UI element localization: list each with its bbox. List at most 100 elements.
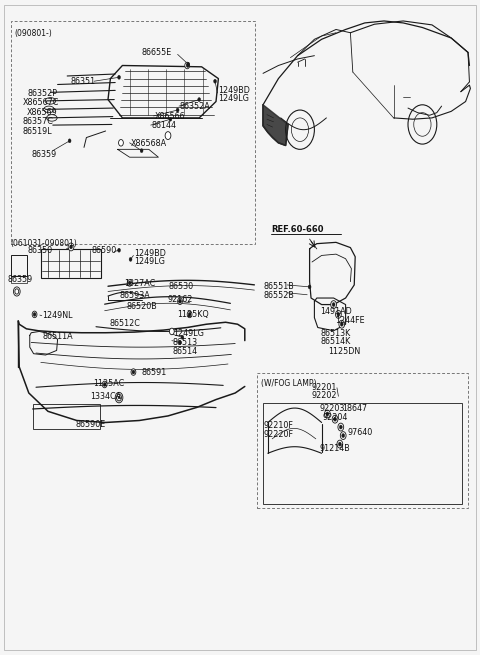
Text: REF.60-660: REF.60-660 — [271, 225, 324, 234]
Circle shape — [214, 79, 216, 83]
Text: 1249LG: 1249LG — [218, 94, 249, 103]
Text: 1249BD: 1249BD — [134, 249, 166, 258]
Text: 86352A: 86352A — [180, 102, 211, 111]
Circle shape — [337, 440, 343, 448]
Text: 86655E: 86655E — [142, 48, 172, 57]
Circle shape — [340, 432, 346, 440]
Text: 86352P: 86352P — [28, 88, 58, 98]
Text: 91214B: 91214B — [319, 444, 350, 453]
Text: 1249LG: 1249LG — [173, 329, 204, 338]
Text: 92202: 92202 — [311, 391, 336, 400]
Text: 1249BD: 1249BD — [218, 86, 250, 95]
Text: 92210F: 92210F — [263, 421, 293, 430]
Text: 1125KQ: 1125KQ — [178, 310, 209, 319]
Text: 92162: 92162 — [167, 295, 192, 305]
Text: 86359: 86359 — [31, 150, 57, 159]
Circle shape — [117, 394, 121, 401]
Circle shape — [332, 415, 338, 423]
Circle shape — [332, 303, 335, 307]
Text: 86513K: 86513K — [321, 329, 351, 338]
Circle shape — [339, 320, 345, 328]
Circle shape — [179, 341, 181, 345]
Circle shape — [342, 434, 345, 438]
Text: 92203: 92203 — [319, 404, 345, 413]
Circle shape — [118, 248, 120, 252]
Circle shape — [129, 257, 132, 261]
Circle shape — [324, 410, 330, 418]
Circle shape — [68, 243, 74, 251]
Polygon shape — [263, 105, 288, 145]
Text: 86359: 86359 — [7, 275, 33, 284]
Text: 92220F: 92220F — [263, 430, 293, 439]
Text: 86590E: 86590E — [76, 420, 106, 429]
Text: X86569: X86569 — [26, 107, 57, 117]
Text: 86530: 86530 — [169, 282, 194, 291]
Text: 86357C: 86357C — [23, 117, 53, 126]
Circle shape — [128, 281, 131, 285]
Text: X86566: X86566 — [155, 112, 185, 121]
Text: 1244FE: 1244FE — [335, 316, 365, 325]
Circle shape — [181, 335, 184, 339]
Circle shape — [334, 417, 336, 421]
Circle shape — [336, 310, 341, 318]
Circle shape — [198, 98, 201, 102]
Text: 86519L: 86519L — [23, 126, 52, 136]
Text: 86514: 86514 — [173, 346, 198, 356]
Circle shape — [178, 298, 182, 305]
Circle shape — [338, 442, 341, 446]
Circle shape — [33, 312, 36, 316]
Circle shape — [169, 117, 172, 121]
Text: 86513: 86513 — [173, 338, 198, 347]
Circle shape — [118, 75, 120, 79]
Circle shape — [176, 108, 179, 112]
Text: X86568A: X86568A — [131, 139, 167, 148]
Text: 86512C: 86512C — [109, 319, 140, 328]
Text: (090801-): (090801-) — [14, 29, 52, 38]
Circle shape — [13, 287, 20, 296]
Circle shape — [102, 381, 107, 388]
Circle shape — [32, 311, 37, 318]
Text: X86567C: X86567C — [23, 98, 59, 107]
Circle shape — [187, 62, 190, 66]
Text: 1327AC: 1327AC — [124, 279, 155, 288]
Text: 1125AC: 1125AC — [93, 379, 124, 388]
Text: 86552B: 86552B — [263, 291, 294, 300]
Circle shape — [169, 328, 174, 335]
Text: 86144: 86144 — [152, 121, 177, 130]
Circle shape — [186, 64, 189, 67]
Text: 97640: 97640 — [347, 428, 372, 437]
Circle shape — [103, 383, 106, 386]
Circle shape — [338, 423, 344, 431]
Text: 1249LG: 1249LG — [134, 257, 165, 267]
Circle shape — [140, 149, 143, 153]
Circle shape — [185, 62, 190, 69]
Circle shape — [165, 132, 171, 140]
Circle shape — [118, 396, 120, 399]
Text: 86511A: 86511A — [42, 331, 73, 341]
Text: (W/FOG LAMP): (W/FOG LAMP) — [261, 379, 316, 388]
Circle shape — [132, 370, 135, 374]
Circle shape — [119, 140, 123, 146]
Circle shape — [131, 369, 136, 375]
Circle shape — [68, 139, 71, 143]
Text: 92204: 92204 — [323, 413, 348, 422]
Circle shape — [187, 311, 192, 318]
Text: 86351: 86351 — [71, 77, 96, 86]
Circle shape — [15, 289, 19, 294]
Circle shape — [115, 392, 123, 403]
Text: 18647: 18647 — [342, 404, 367, 413]
Circle shape — [340, 322, 343, 326]
Circle shape — [331, 301, 336, 309]
Text: 86593A: 86593A — [119, 291, 150, 300]
Circle shape — [308, 285, 311, 289]
Text: 1249NL: 1249NL — [42, 311, 72, 320]
Text: 1334CA: 1334CA — [90, 392, 121, 401]
Text: 86350: 86350 — [28, 246, 53, 255]
Text: 92201: 92201 — [311, 383, 336, 392]
Text: 86514K: 86514K — [321, 337, 351, 346]
Circle shape — [339, 425, 342, 429]
Text: 86551B: 86551B — [263, 282, 294, 291]
Circle shape — [70, 245, 72, 249]
Circle shape — [127, 280, 132, 286]
Circle shape — [337, 312, 340, 316]
